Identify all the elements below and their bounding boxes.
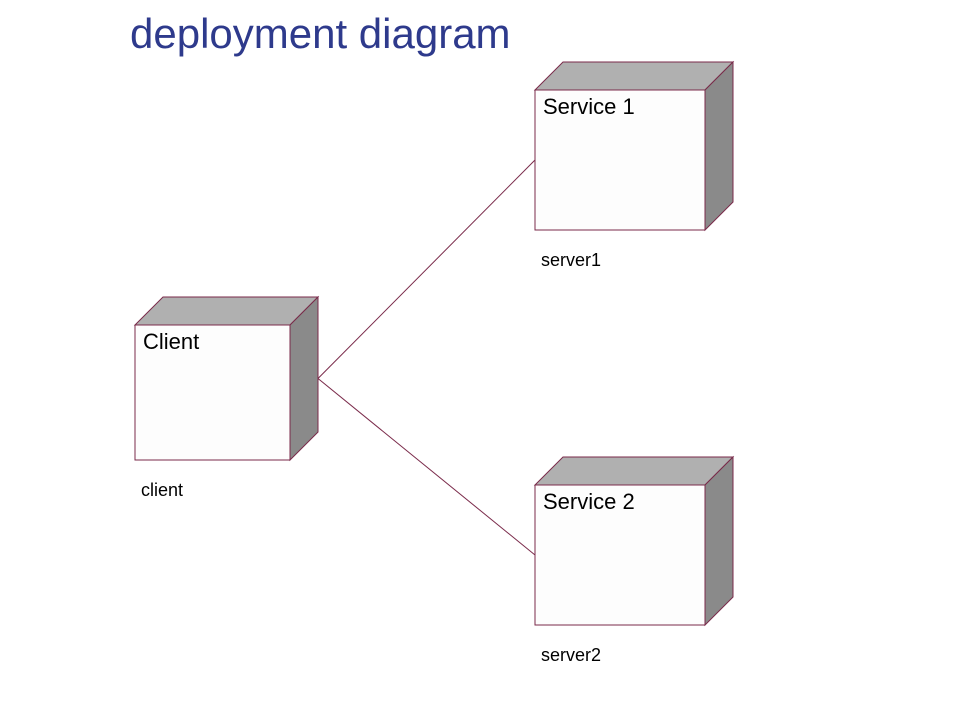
- deployment-diagram: deployment diagram Client client Service 1 s…: [0, 0, 960, 720]
- edge-client-to-service2: [318, 379, 535, 556]
- cube-side: [290, 297, 318, 460]
- node-caption-client: client: [141, 480, 183, 500]
- cube-side: [705, 62, 733, 230]
- node-client: Client client: [135, 297, 318, 500]
- cube-top: [135, 297, 318, 325]
- edges: [318, 160, 535, 555]
- node-service1: Service 1 server1: [535, 62, 733, 270]
- diagram-title: deployment diagram: [130, 10, 511, 57]
- node-caption-service1: server1: [541, 250, 601, 270]
- cube-top: [535, 457, 733, 485]
- edge-client-to-service1: [318, 160, 535, 379]
- node-caption-service2: server2: [541, 645, 601, 665]
- cube-side: [705, 457, 733, 625]
- node-label-service2: Service 2: [543, 489, 635, 514]
- node-service2: Service 2 server2: [535, 457, 733, 665]
- node-label-service1: Service 1: [543, 94, 635, 119]
- node-label-client: Client: [143, 329, 199, 354]
- cube-top: [535, 62, 733, 90]
